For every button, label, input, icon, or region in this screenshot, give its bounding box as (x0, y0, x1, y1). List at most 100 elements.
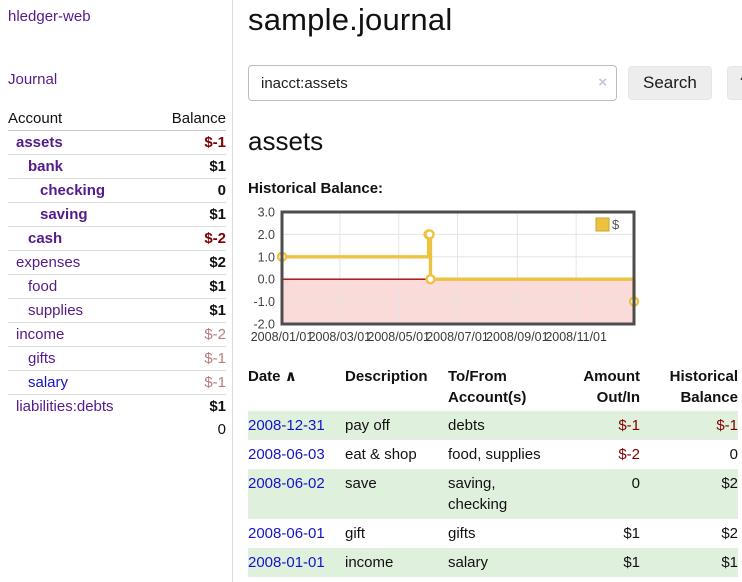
account-heading: assets (248, 126, 324, 156)
x-axis-tick-label: 2008/07/01 (426, 330, 489, 344)
account-link-liabilities-debts[interactable]: liabilities:debts (16, 398, 114, 415)
transaction-amount: 0 (578, 469, 640, 519)
account-row: income $-2 (8, 322, 226, 347)
account-link-gifts[interactable]: gifts (28, 350, 56, 367)
transaction-amount: $1 (623, 525, 640, 542)
account-link-saving[interactable]: saving (40, 206, 88, 223)
account-row: assets $-1 (8, 131, 226, 155)
account-balance: $1 (152, 298, 226, 323)
transaction-balance: $2 (640, 469, 738, 519)
account-link-supplies[interactable]: supplies (28, 302, 84, 319)
help-button[interactable]: ? (726, 66, 742, 100)
account-balance: $-1 (152, 346, 226, 371)
transaction-date-link[interactable]: 2008-06-02 (248, 475, 325, 492)
svg-text:$: $ (612, 217, 620, 232)
account-link-checking[interactable]: checking (40, 182, 106, 199)
account-row: gifts $-1 (8, 346, 226, 371)
transaction-accounts: salary (448, 548, 578, 577)
transaction-accounts: food, supplies (448, 446, 541, 463)
register-header-date[interactable]: Date ∧ (248, 368, 297, 385)
y-axis-tick-label: 2.0 (258, 228, 275, 242)
account-row: expenses $2 (8, 250, 226, 275)
x-axis-tick-label: 2008/11/01 (545, 330, 607, 344)
account-row: supplies $1 (8, 298, 226, 323)
account-balance: $-1 (204, 134, 226, 151)
account-balance: $-2 (152, 322, 226, 347)
account-balance: $1 (152, 154, 226, 179)
register-row: 2008-12-31 pay off debts $-1 $-1 (248, 411, 738, 440)
main-content: sample.journal × Search ? assets Histori… (233, 0, 742, 582)
transaction-description: income (345, 548, 448, 577)
search-input[interactable] (248, 65, 617, 101)
app-title-link[interactable]: hledger-web (8, 8, 91, 25)
transaction-accounts: saving, checking (448, 469, 578, 519)
transaction-date-link[interactable]: 2008-06-03 (248, 446, 325, 463)
y-axis-tick-label: 0.0 (258, 273, 275, 287)
accounts-table: Account Balance assets $-1 bank $1 checking 0… (8, 107, 226, 441)
search-form: × Search ? (248, 65, 742, 101)
transaction-description: gift (345, 525, 366, 542)
transaction-amount: $-2 (618, 446, 640, 463)
sidebar-item-journal[interactable]: Journal (8, 71, 58, 88)
accounts-table-body: assets $-1 bank $1 checking 0 saving $1 cash $-2 e… (8, 131, 226, 418)
accounts-header-account: Account (8, 107, 153, 131)
transaction-balance: $1 (640, 548, 738, 577)
x-axis-tick-label: 2008/01/01 (251, 330, 314, 344)
account-link-assets[interactable]: assets (16, 134, 63, 151)
transaction-amount: $1 (578, 548, 640, 577)
page-title: sample.journal (248, 2, 453, 37)
account-balance: $-1 (152, 370, 226, 395)
account-link-income[interactable]: income (16, 326, 65, 343)
transaction-accounts: gifts (448, 525, 476, 542)
transaction-accounts: debts (448, 411, 578, 440)
account-row: cash $-2 (8, 226, 226, 251)
x-axis-tick-label: 2008/03/01 (309, 330, 372, 344)
register-header-amount: Amount Out/In (583, 368, 640, 406)
chart-legend: $ (595, 217, 620, 232)
register-table-body: 2008-12-31 pay off debts $-1 $-1 2008-06-03 ea… (248, 411, 738, 577)
transaction-balance: $2 (721, 525, 738, 542)
x-axis-tick-label: 2008/09/01 (486, 330, 549, 344)
transaction-description: save (345, 469, 448, 519)
register-header-description: Description (345, 368, 428, 385)
x-axis-tick-label: 2008/05/01 (367, 330, 430, 344)
transaction-date-link[interactable]: 2008-06-01 (248, 525, 325, 542)
account-balance: $1 (152, 394, 226, 418)
chart-svg: $3.0 2.0 1.0 0.0 -1.0 -2.02008/01/012008/03/0… (251, 206, 640, 344)
sidebar: hledger-web Journal Account Balance asse… (0, 0, 233, 582)
transaction-date-link[interactable]: 2008-12-31 (248, 417, 325, 434)
y-axis-tick-label: -1.0 (253, 295, 275, 309)
register-header-row: Date ∧ Description To/From Account(s) Am… (248, 363, 738, 411)
account-balance: $1 (152, 202, 226, 227)
account-link-cash[interactable]: cash (28, 230, 63, 247)
transaction-balance: 0 (729, 446, 738, 463)
account-balance: $-2 (152, 226, 226, 251)
register-header-balance: Historical Balance (669, 368, 738, 406)
register-table: Date ∧ Description To/From Account(s) Am… (248, 363, 738, 577)
account-link-food[interactable]: food (28, 278, 58, 295)
transaction-description: pay off (345, 411, 448, 440)
account-row: checking 0 (8, 178, 226, 203)
account-link-salary[interactable]: salary (28, 374, 69, 391)
account-row: salary $-1 (8, 370, 226, 395)
transaction-amount: $-1 (578, 411, 640, 440)
y-axis-tick-label: 1.0 (258, 250, 275, 264)
y-axis-tick-label: 3.0 (258, 206, 275, 220)
historical-balance-chart: $3.0 2.0 1.0 0.0 -1.0 -2.0 2008/01/01 2008/03/0… (248, 204, 742, 348)
account-balance: $2 (152, 250, 226, 275)
accounts-total-row: 0 (8, 418, 226, 441)
register-row: 2008-06-03 eat & shop food, supplies $-2 0 (248, 440, 738, 469)
register-row: 2008-06-02 save saving, checking 0 $2 (248, 469, 738, 519)
register-row: 2008-01-01 income salary $1 $1 (248, 548, 738, 577)
accounts-total-value: 0 (217, 421, 226, 438)
transaction-date-link[interactable]: 2008-01-01 (248, 554, 325, 571)
account-row: bank $1 (8, 154, 226, 179)
y-axis-tick-label: -2.0 (253, 318, 275, 332)
account-row: saving $1 (8, 202, 226, 227)
account-link-expenses[interactable]: expenses (16, 254, 81, 271)
search-button[interactable]: Search (628, 66, 712, 100)
sort-ascending-icon: ∧ (284, 368, 297, 385)
account-link-bank[interactable]: bank (28, 158, 64, 175)
clear-search-icon[interactable]: × (598, 74, 607, 91)
